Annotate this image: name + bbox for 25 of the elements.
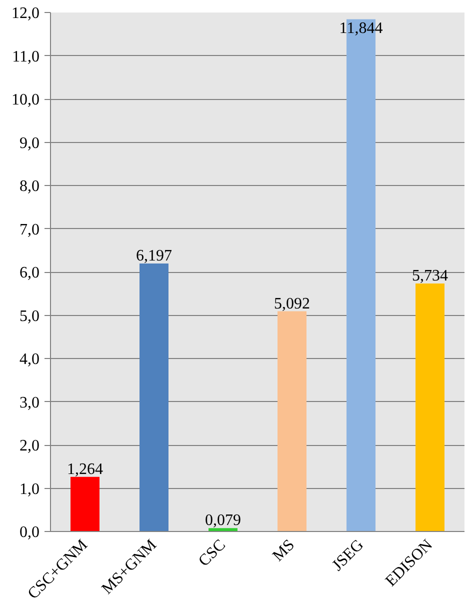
data-label: 11,844 — [339, 20, 383, 38]
y-tick-label: 0,0 — [20, 524, 40, 541]
bar — [140, 263, 168, 532]
y-tick-label: 8,0 — [20, 178, 40, 195]
y-tick-label: 7,0 — [20, 221, 40, 238]
y-tick-label: 12,0 — [12, 5, 40, 22]
data-label: 6,197 — [136, 247, 172, 264]
bar — [416, 284, 444, 532]
data-label: 5,734 — [412, 268, 448, 285]
y-tick-label: 1,0 — [20, 480, 40, 498]
y-tick-label: 10,0 — [12, 92, 40, 108]
y-tick-label: 9,0 — [20, 134, 40, 152]
y-tick-label: 3,0 — [20, 394, 40, 412]
data-label: 1,264 — [67, 460, 103, 478]
x-tick-label: CSC — [196, 536, 230, 570]
x-tick-label: MS — [270, 536, 298, 565]
y-tick-label: 5,0 — [20, 308, 40, 325]
y-tick-label: 2,0 — [20, 438, 40, 454]
y-tick-label: 6,0 — [20, 264, 40, 282]
y-tick-label: 11,0 — [12, 48, 40, 66]
y-tick-label: 4,0 — [20, 351, 40, 368]
data-label: 0,079 — [205, 512, 241, 530]
bar — [278, 311, 306, 532]
data-label: 5,092 — [274, 295, 310, 312]
bar — [70, 476, 100, 532]
